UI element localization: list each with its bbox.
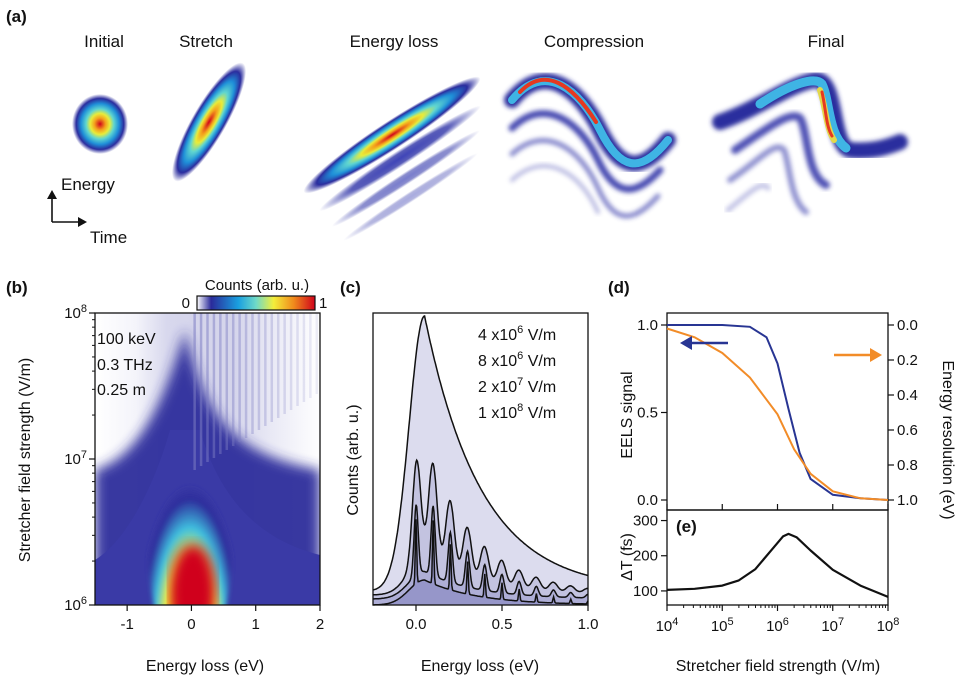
- heatmap-b: [95, 313, 320, 605]
- panel-d-ylabel-right: Energy resolution (eV): [939, 360, 956, 519]
- panel-c-xlabel: Energy loss (eV): [421, 658, 539, 675]
- panel-b-label: (b): [6, 278, 28, 297]
- delta-t-curve: [666, 532, 889, 598]
- c-xtick-label: 0.0: [406, 616, 427, 633]
- panel-d-ticks: 0.0 0.5 1.0 0.0 0.2 0.4 0.6 0.8 1.0: [637, 317, 918, 510]
- resolution-arrow-icon: [870, 348, 882, 362]
- colorbar-max: 1: [319, 295, 327, 312]
- stage-final: Final: [808, 32, 845, 51]
- spectrum-line: [373, 504, 589, 600]
- axis-energy-label: Energy: [61, 175, 115, 194]
- stage-initial: Initial: [84, 32, 124, 51]
- d-ytick-right-label: 1.0: [897, 492, 918, 509]
- d-ytick-right-label: 0.6: [897, 422, 918, 439]
- eels-curve: [667, 324, 889, 501]
- panel-b-xlabel: Energy loss (eV): [146, 658, 264, 675]
- panel-d-plot: [666, 324, 889, 501]
- panel-b-ylabel: Stretcher field strength (V/m): [17, 358, 34, 563]
- annotation-length: 0.25 m: [97, 382, 146, 399]
- e-ytick-label: 100: [633, 583, 658, 600]
- c-legend-entry: 2 x107 V/m: [478, 376, 556, 396]
- panel-c-ticks: 0.0 0.5 1.0: [406, 605, 599, 633]
- d-ytick-left-label: 0.0: [637, 492, 658, 509]
- energy-arrow-icon: [47, 190, 57, 199]
- energy-loss-distribution: [303, 76, 481, 241]
- spectrum-line: [373, 519, 589, 606]
- panel-e-ticks: 100 200 300 104 105 106 107 108: [633, 513, 899, 635]
- c-xtick-label: 0.5: [492, 616, 513, 633]
- heatmap-streaks: [193, 313, 319, 470]
- e-xtick-label: 105: [711, 616, 734, 635]
- stage-stretch: Stretch: [179, 32, 233, 51]
- b-xtick-label: 0: [187, 616, 195, 633]
- b-xtick-label: 2: [316, 616, 324, 633]
- d-ytick-right-label: 0.8: [897, 457, 918, 474]
- panel-e-plot: [666, 532, 889, 598]
- time-arrow-icon: [78, 217, 87, 227]
- spectrum-fill: [373, 460, 588, 605]
- c-legend-entry: 4 x106 V/m: [478, 324, 556, 344]
- panel-b-ticks: -1 0 1 2 106 107 108: [64, 303, 324, 633]
- b-xtick-label: 1: [252, 616, 260, 633]
- d-ytick-left-label: 0.5: [637, 405, 658, 422]
- panel-c-legend: 4 x106 V/m 8 x106 V/m 2 x107 V/m 1 x108 V/m: [478, 324, 556, 422]
- d-ytick-right-label: 0.4: [897, 387, 918, 404]
- d-ytick-right-label: 0.0: [897, 317, 918, 334]
- annotation-energy: 100 keV: [97, 331, 156, 348]
- c-xtick-label: 1.0: [578, 616, 599, 633]
- panel-c-label: (c): [340, 278, 361, 297]
- resolution-curve: [666, 327, 889, 501]
- panel-c-ylabel: Counts (arb. u.): [345, 404, 362, 515]
- panel-d-label: (d): [608, 278, 630, 297]
- panel-e-xlabel: Stretcher field strength (V/m): [676, 658, 881, 675]
- final-distribution: [712, 72, 908, 215]
- panel-c-spectra: [372, 314, 589, 606]
- d-ytick-right-label: 0.2: [897, 352, 918, 369]
- e-xtick-label: 107: [821, 616, 844, 635]
- axis-time-label: Time: [90, 228, 127, 247]
- annotation-frequency: 0.3 THz: [97, 357, 153, 374]
- colorbar: [196, 295, 316, 311]
- panel-e-ylabel: ΔT (fs): [619, 533, 636, 581]
- initial-distribution: [72, 94, 128, 154]
- colorbar-min: 0: [182, 295, 190, 312]
- energy-time-axes: [51, 196, 80, 223]
- colorbar-label: Counts (arb. u.): [205, 277, 309, 294]
- panel-c-frame: [372, 312, 589, 606]
- stretch-distribution: [171, 62, 247, 182]
- panel-a-label: (a): [6, 7, 27, 26]
- stage-compression: Compression: [544, 32, 644, 51]
- spectrum-line: [372, 458, 589, 596]
- spectrum-fill: [373, 519, 588, 605]
- e-ytick-label: 300: [633, 513, 658, 530]
- compression-distribution: [504, 73, 676, 219]
- panel-e-frame: [666, 509, 889, 606]
- c-legend-entry: 8 x106 V/m: [478, 350, 556, 370]
- panel-d-ylabel: EELS signal: [619, 371, 636, 458]
- stage-energy-loss: Energy loss: [350, 32, 439, 51]
- b-ytick-label: 107: [64, 449, 87, 468]
- eels-arrow-icon: [680, 336, 692, 350]
- panel-e-label: (e): [676, 517, 697, 536]
- e-ytick-label: 200: [633, 548, 658, 565]
- d-ytick-left-label: 1.0: [637, 317, 658, 334]
- b-ytick-label: 106: [64, 595, 87, 614]
- c-legend-entry: 1 x108 V/m: [478, 402, 556, 422]
- e-xtick-label: 104: [656, 616, 679, 635]
- b-ytick-label: 108: [64, 303, 87, 322]
- e-xtick-label: 106: [766, 616, 789, 635]
- spectrum-line: [372, 314, 589, 591]
- spectrum-fill: [373, 504, 588, 605]
- b-xtick-label: -1: [120, 616, 133, 633]
- e-xtick-label: 108: [877, 616, 900, 635]
